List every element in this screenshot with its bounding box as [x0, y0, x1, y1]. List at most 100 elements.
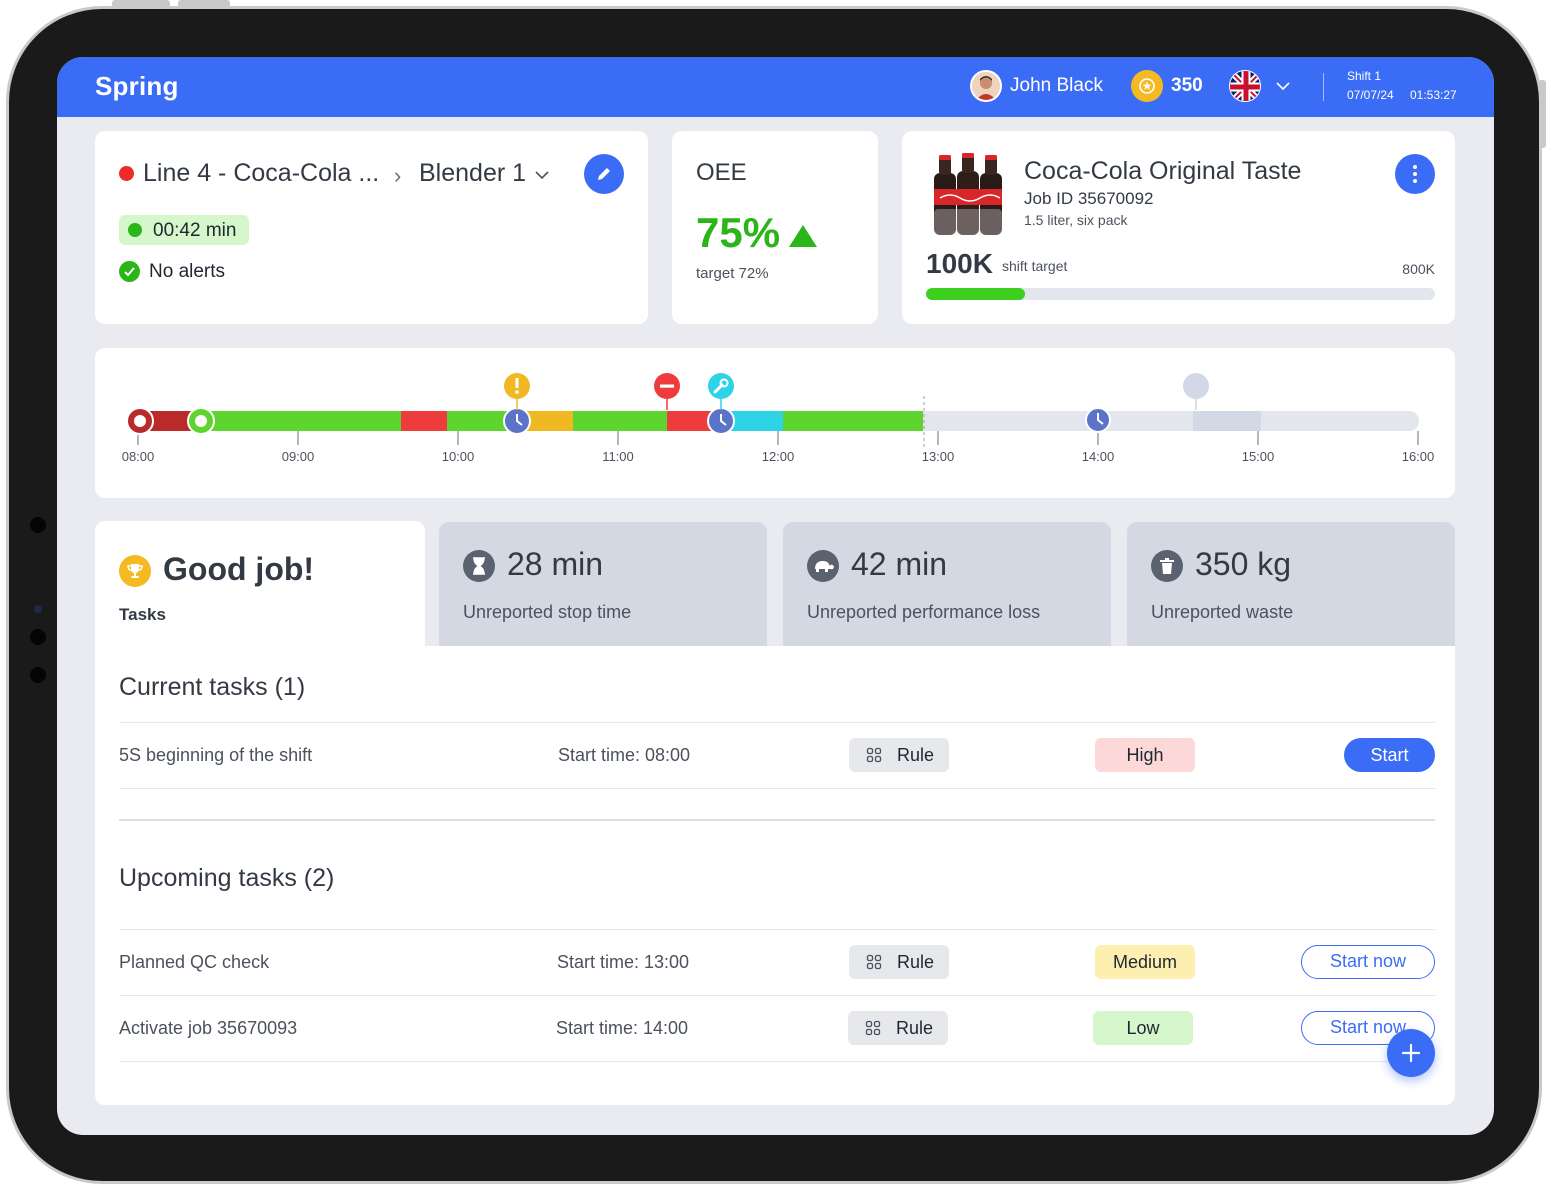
shift-target-label: shift target [1002, 258, 1068, 274]
line-name[interactable]: Line 4 - Coca-Cola ... [143, 159, 380, 187]
camera-lens [34, 605, 42, 613]
stop-icon[interactable] [654, 373, 680, 410]
planned-segment [1193, 411, 1261, 431]
start-gear-icon[interactable] [187, 407, 215, 435]
timeline-tick-label: 13:00 [922, 449, 955, 464]
hourglass-icon [463, 550, 495, 582]
job-id: Job ID 35670092 [1024, 189, 1154, 208]
timeline-tick-label: 09:00 [282, 449, 315, 464]
run-segment [783, 411, 923, 431]
task-type-label: Rule [896, 1018, 934, 1038]
start-task-button[interactable]: Start [1344, 738, 1435, 772]
shift-date: 07/07/24 [1347, 88, 1394, 102]
task-start-time: Start time: 08:00 [558, 745, 691, 765]
chevron-down-icon[interactable] [1274, 77, 1292, 95]
camera-dot [30, 629, 46, 645]
user-name[interactable]: John Black [1010, 75, 1103, 96]
run-segment [447, 411, 517, 431]
shift-progress-bar [926, 288, 1435, 300]
section-divider [119, 819, 1435, 821]
app-header: Spring John Black 350 Shift 1 [57, 57, 1494, 117]
machine-name[interactable]: Blender 1 [419, 159, 527, 187]
trophy-icon [119, 555, 151, 587]
product-name: Coca-Cola Original Taste [1024, 157, 1302, 185]
performance-loss-value: 42 min [851, 546, 948, 582]
more-vertical-icon [1413, 165, 1417, 183]
priority-badge: High [1095, 738, 1195, 772]
tab-unreported-performance-loss[interactable]: 42 min Unreported performance loss [783, 522, 1111, 646]
oee-value: 75% [696, 209, 781, 256]
chevron-down-icon[interactable] [533, 166, 551, 184]
pencil-icon [598, 168, 610, 180]
tasks-tab-title: Good job! [163, 551, 315, 587]
priority-badge: Low [1093, 1011, 1193, 1045]
divider [119, 1061, 1435, 1062]
tab-unreported-waste[interactable]: 350 kg Unreported waste [1127, 522, 1455, 646]
downtime-timer: 00:42 min [119, 215, 249, 245]
current-tasks-title: Current tasks (1) [119, 673, 306, 701]
divider [119, 929, 1435, 930]
planned-event-icon[interactable] [1183, 373, 1209, 410]
divider [119, 722, 1435, 723]
hardware-button [112, 0, 170, 6]
task-type-label: Rule [897, 745, 935, 765]
task-start-time: Start time: 13:00 [557, 952, 690, 972]
task-type-badge: Rule [849, 738, 949, 772]
shift-output-value: 100K [926, 248, 993, 279]
tab-tasks[interactable]: Good job! Tasks [95, 521, 425, 647]
clock-icon[interactable] [503, 407, 531, 435]
run-segment [573, 411, 667, 431]
grid-icon [866, 747, 882, 763]
more-options-button[interactable] [1395, 154, 1435, 194]
tab-unreported-stop-time[interactable]: 28 min Unreported stop time [439, 522, 767, 646]
grid-icon [865, 1020, 881, 1036]
timeline-tick-label: 10:00 [442, 449, 475, 464]
clock-icon[interactable] [1085, 407, 1111, 433]
shift-progress-fill [926, 288, 1026, 300]
edit-button[interactable] [584, 154, 624, 194]
start-now-button[interactable]: Start now [1301, 945, 1435, 979]
wrench-icon[interactable] [708, 373, 734, 410]
trash-icon [1151, 550, 1183, 582]
warning-icon[interactable] [504, 373, 530, 410]
avatar[interactable] [970, 70, 1002, 102]
clock-icon[interactable] [707, 407, 735, 435]
performance-loss-label: Unreported performance loss [807, 602, 1041, 622]
hardware-button [1540, 80, 1546, 148]
task-type-label: Rule [897, 952, 935, 972]
turtle-icon [807, 550, 839, 582]
task-type-badge: Rule [848, 1011, 948, 1045]
slow-segment [517, 411, 573, 431]
waste-value: 350 kg [1195, 546, 1292, 582]
timer-status-dot [128, 223, 142, 237]
task-name: Planned QC check [119, 952, 270, 972]
uk-flag-icon[interactable] [1229, 70, 1261, 102]
camera-dot [30, 667, 46, 683]
shift-target-max: 800K [1402, 261, 1435, 277]
trend-up-icon [789, 225, 817, 247]
product-bottles-image [934, 153, 1002, 235]
product-size: 1.5 liter, six pack [1024, 212, 1128, 228]
task-start-time: Start time: 14:00 [556, 1018, 689, 1038]
task-type-badge: Rule [849, 945, 949, 979]
timeline-chart: 08:00 09:00 10:00 11:00 12:00 13:00 14:00 15:00… [122, 373, 1435, 464]
product-card: Coca-Cola Original Taste Job ID 35670092… [902, 131, 1455, 324]
plus-icon [1401, 1043, 1421, 1063]
timer-value: 00:42 min [153, 220, 237, 241]
oee-title: OEE [696, 159, 747, 186]
stop-segment [401, 411, 447, 431]
add-button[interactable] [1387, 1029, 1435, 1077]
waste-label: Unreported waste [1151, 602, 1294, 622]
tasks-tab-label: Tasks [119, 605, 166, 624]
oee-card: OEE 75% target 72% [672, 131, 878, 324]
run-segment-end [913, 411, 923, 431]
production-timeline: 08:00 09:00 10:00 11:00 12:00 13:00 14:00 15:00… [95, 348, 1455, 498]
timeline-tick-label: 16:00 [1402, 449, 1435, 464]
line-status-dot [119, 166, 134, 181]
start-now-button[interactable]: Start now [1301, 1011, 1435, 1045]
brand-name[interactable]: Spring [95, 71, 179, 101]
shift-label: Shift 1 [1347, 69, 1382, 83]
maintenance-segment [721, 411, 783, 431]
timeline-tick-label: 08:00 [122, 449, 155, 464]
stop-gear-icon[interactable] [126, 407, 154, 435]
